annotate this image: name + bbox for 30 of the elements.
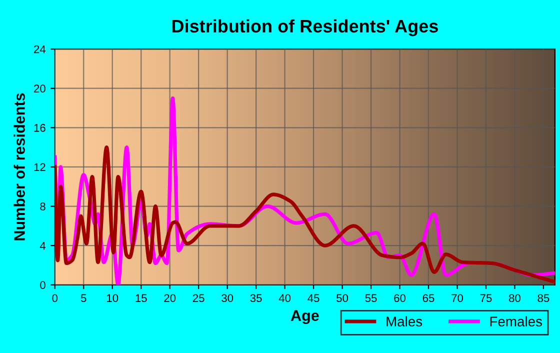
x-tick-label: 65 [422, 294, 434, 302]
x-tick-label: 85 [538, 294, 550, 302]
y-tick-label: 20 [34, 84, 46, 93]
x-tick-label: 50 [336, 294, 348, 302]
x-tick-label: 20 [164, 294, 176, 302]
y-tick-label: 12 [34, 163, 46, 171]
chart-title: Distribution of Residents' Ages [172, 19, 438, 36]
x-tick-label: 70 [452, 294, 463, 302]
y-tick-label: 16 [34, 124, 46, 132]
x-tick-label: 5 [80, 294, 86, 302]
legend-label: Females [490, 316, 542, 326]
y-tick-label: 0 [40, 281, 46, 290]
x-tick-label: 75 [480, 294, 492, 302]
x-tick-label: 0 [52, 294, 58, 302]
y-tick-label: 8 [40, 202, 46, 210]
x-tick-label: 45 [308, 294, 320, 302]
x-tick-label: 55 [365, 294, 377, 302]
x-tick-label: 35 [250, 294, 262, 302]
x-tick-label: 25 [192, 294, 204, 302]
x-tick-label: 10 [107, 294, 118, 302]
legend-label: Males [386, 316, 422, 326]
x-tick-label: 40 [278, 294, 291, 302]
x-tick-label: 30 [222, 294, 234, 302]
x-tick-label: 15 [136, 294, 147, 302]
x-tick-label: 60 [394, 294, 406, 302]
y-tick-label: 4 [40, 242, 46, 250]
x-tick-label: 80 [509, 294, 520, 302]
x-axis-title: Age [290, 310, 319, 324]
y-axis-title: Number of residents [14, 93, 25, 240]
y-tick-label: 24 [34, 45, 46, 54]
